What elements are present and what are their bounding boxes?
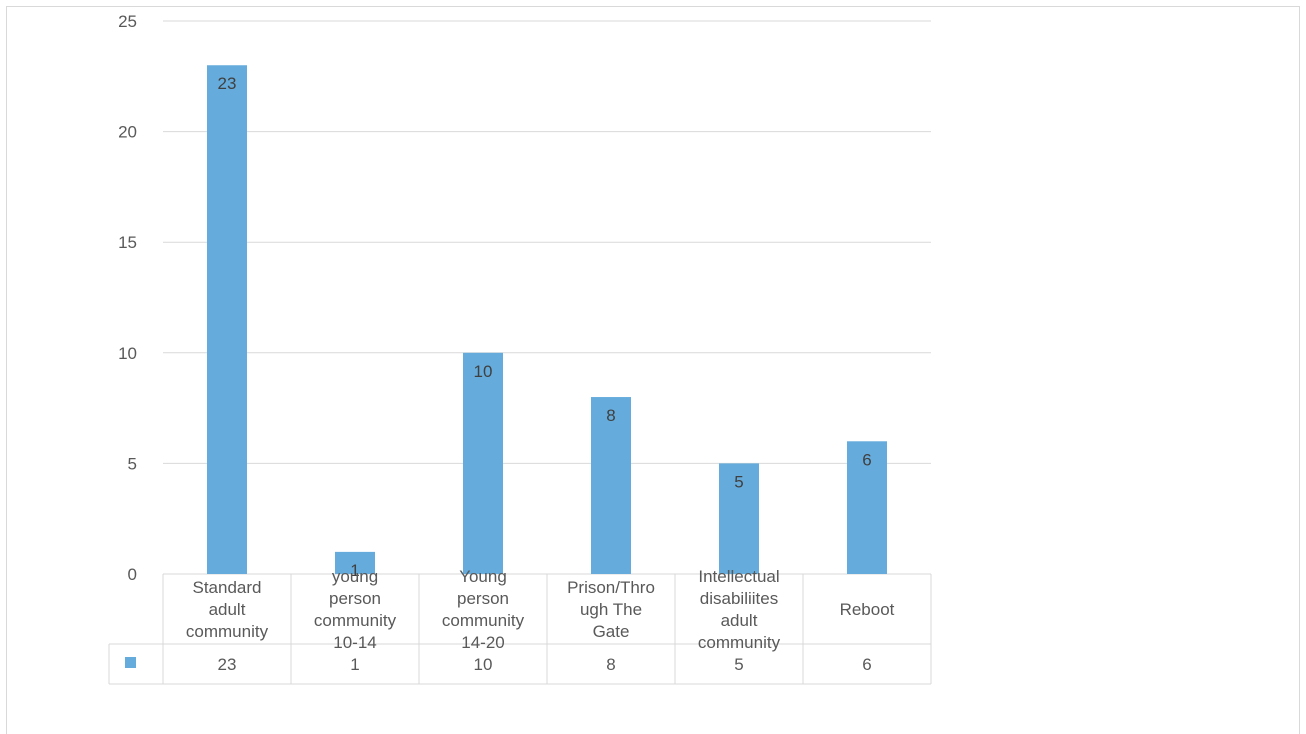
y-tick-label: 5	[128, 454, 137, 473]
y-tick-label: 10	[118, 344, 137, 363]
data-label: 6	[862, 450, 871, 469]
bar	[335, 551, 375, 574]
table-value: 23	[218, 655, 237, 674]
data-table: Standard adult community young person communi…	[108, 567, 932, 685]
bar	[463, 352, 503, 574]
y-tick-label: 15	[118, 233, 137, 252]
bar	[207, 65, 247, 575]
category-label-line: community	[698, 633, 781, 652]
category-label: Young person community 14-20	[442, 567, 525, 652]
category-label: Reboot	[840, 600, 895, 619]
category-label-line: 10-14	[333, 633, 376, 652]
bar	[847, 441, 887, 574]
table-value: 10	[474, 655, 493, 674]
y-tick-label: 20	[118, 123, 137, 142]
category-label-line: Reboot	[840, 600, 895, 619]
category-label-line: young	[332, 567, 378, 586]
data-label: 5	[734, 472, 743, 491]
category-label-line: person	[457, 589, 509, 608]
category-label-line: Standard	[193, 578, 262, 597]
category-label-line: Young	[459, 567, 507, 586]
category-label: young person community 10-14	[314, 567, 397, 652]
legend-key	[125, 657, 136, 668]
chart-frame	[6, 6, 1300, 734]
category-label-line: Prison/Thro	[567, 578, 655, 597]
y-tick-label: 0	[128, 565, 137, 584]
gridlines	[163, 20, 931, 575]
category-label-line: ugh The	[580, 600, 642, 619]
category-label-line: adult	[721, 611, 758, 630]
data-label: 8	[606, 406, 615, 425]
bar	[591, 397, 631, 574]
category-label-line: disabiliites	[700, 589, 778, 608]
y-tick-label: 25	[118, 12, 137, 31]
table-value: 6	[862, 655, 871, 674]
data-label: 1	[350, 561, 359, 580]
category-label-line: 14-20	[461, 633, 504, 652]
category-label: Intellectual disabiliites adult community	[698, 567, 781, 652]
data-labels: 23 1 10 8 5 6	[218, 74, 872, 580]
category-label-line: Gate	[593, 622, 630, 641]
bars	[207, 65, 887, 575]
table-value: 5	[734, 655, 743, 674]
y-axis-ticks: 0 5 10 15 20 25	[118, 12, 137, 584]
table-value: 1	[350, 655, 359, 674]
category-label-line: community	[314, 611, 397, 630]
data-label: 10	[474, 362, 493, 381]
category-label: Standard adult community	[186, 578, 269, 641]
table-value: 8	[606, 655, 615, 674]
category-label-line: adult	[209, 600, 246, 619]
category-label-line: community	[186, 622, 269, 641]
category-label-line: Intellectual	[698, 567, 779, 586]
category-label-line: person	[329, 589, 381, 608]
bar	[719, 463, 759, 574]
data-label: 23	[218, 74, 237, 93]
category-label-line: community	[442, 611, 525, 630]
category-label: Prison/Thro ugh The Gate	[567, 578, 655, 641]
